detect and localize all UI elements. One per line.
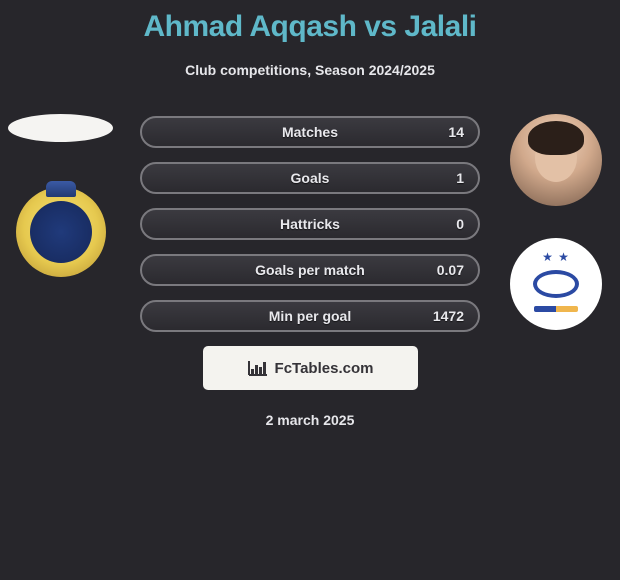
page-title: Ahmad Aqqash vs Jalali — [0, 0, 620, 44]
left-column — [8, 116, 113, 277]
stat-rows: Matches 14 Goals 1 Hattricks 0 Goals per… — [140, 116, 480, 332]
comparison-area: ★ ★ Matches 14 Goals 1 Hattricks 0 Goals… — [0, 116, 620, 428]
subtitle: Club competitions, Season 2024/2025 — [0, 62, 620, 78]
stat-label: Min per goal — [269, 308, 351, 324]
stat-right-value: 0 — [456, 216, 464, 232]
player2-avatar — [510, 114, 602, 206]
stat-label: Matches — [282, 124, 338, 140]
club1-crest — [16, 187, 106, 277]
rings-icon — [533, 270, 579, 298]
brand-name: FcTables.com — [275, 360, 374, 377]
stars-icon: ★ ★ — [542, 250, 570, 264]
right-column: ★ ★ — [510, 116, 602, 330]
date-label: 2 march 2025 — [0, 412, 620, 428]
stat-row-hattricks: Hattricks 0 — [140, 208, 480, 240]
globe-icon — [30, 201, 92, 263]
stat-row-goals-per-match: Goals per match 0.07 — [140, 254, 480, 286]
stat-label: Hattricks — [280, 216, 340, 232]
stat-right-value: 0.07 — [437, 262, 464, 278]
stat-row-goals: Goals 1 — [140, 162, 480, 194]
stat-row-min-per-goal: Min per goal 1472 — [140, 300, 480, 332]
stripe-icon — [534, 306, 578, 312]
chart-icon — [247, 359, 269, 377]
shield-icon — [16, 187, 106, 277]
stat-label: Goals — [291, 170, 330, 186]
stat-row-matches: Matches 14 — [140, 116, 480, 148]
stat-label: Goals per match — [255, 262, 365, 278]
stat-right-value: 1472 — [433, 308, 464, 324]
club2-crest: ★ ★ — [510, 238, 602, 330]
brand-card[interactable]: FcTables.com — [203, 346, 418, 390]
stat-right-value: 14 — [448, 124, 464, 140]
player1-badge — [8, 114, 113, 142]
crown-icon — [46, 181, 76, 197]
stat-right-value: 1 — [456, 170, 464, 186]
